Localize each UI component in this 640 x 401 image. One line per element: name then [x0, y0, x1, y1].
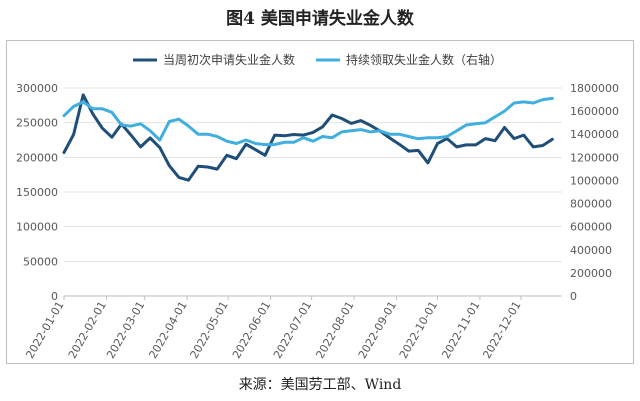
grid-lines: [64, 87, 562, 297]
right-tick-label: 800000: [570, 198, 612, 211]
legend: 当周初次申请失业金人数 持续领取失业金人数（右轴）: [133, 52, 502, 67]
right-tick-label: 1000000: [570, 174, 619, 187]
chart-frame: [6, 40, 634, 364]
x-tick-label: 2022-06-01: [230, 299, 273, 361]
x-tick-label: 2022-08-01: [313, 299, 356, 361]
legend-initial-claims-label: 当周初次申请失业金人数: [163, 52, 295, 67]
x-tick-label: 2022-03-01: [104, 299, 147, 361]
right-axis-ticks: 0 200000 400000 600000 800000 1000000 1200000 1…: [570, 82, 619, 303]
left-tick-label: 200000: [16, 151, 58, 164]
right-tick-label: 0: [570, 290, 577, 303]
x-tick-label: 2022-04-01: [147, 299, 190, 361]
left-tick-label: 100000: [16, 221, 58, 234]
right-tick-label: 200000: [570, 267, 612, 280]
x-tick-label: 2022-12-01: [480, 299, 523, 361]
left-tick-label: 50000: [23, 255, 58, 268]
left-tick-label: 250000: [16, 117, 58, 130]
right-tick-label: 1400000: [570, 128, 619, 141]
left-tick-label: 150000: [16, 186, 58, 199]
right-tick-label: 1600000: [570, 105, 619, 118]
right-tick-label: 400000: [570, 244, 612, 257]
left-axis-ticks: 0 50000 100000 150000 200000 250000 300000: [16, 82, 58, 303]
x-tick-label: 2022-02-01: [66, 299, 109, 361]
x-tick-label: 2022-07-01: [271, 299, 314, 361]
x-tick-label: 2022-10-01: [397, 299, 440, 361]
series-line-continuing-claims: [62, 96, 554, 147]
x-tick-label: 2022-09-01: [356, 299, 399, 361]
right-tick-label: 1200000: [570, 151, 619, 164]
x-tick-label: 2022-05-01: [188, 299, 231, 361]
x-tick-label: 2022-11-01: [439, 299, 482, 361]
series-group: [62, 93, 554, 182]
left-tick-label: 0: [51, 290, 58, 303]
legend-continuing-claims-label: 持续领取失业金人数（右轴）: [346, 52, 502, 67]
right-tick-label: 1800000: [570, 82, 619, 95]
source-note: 来源：美国劳工部、Wind: [238, 377, 402, 393]
chart-title: 图4 美国申请失业金人数: [226, 9, 414, 29]
left-tick-label: 300000: [16, 82, 58, 95]
x-tick-label: 2022-01-01: [23, 299, 66, 361]
right-tick-label: 600000: [570, 221, 612, 234]
series-line-initial-claims: [62, 93, 554, 182]
